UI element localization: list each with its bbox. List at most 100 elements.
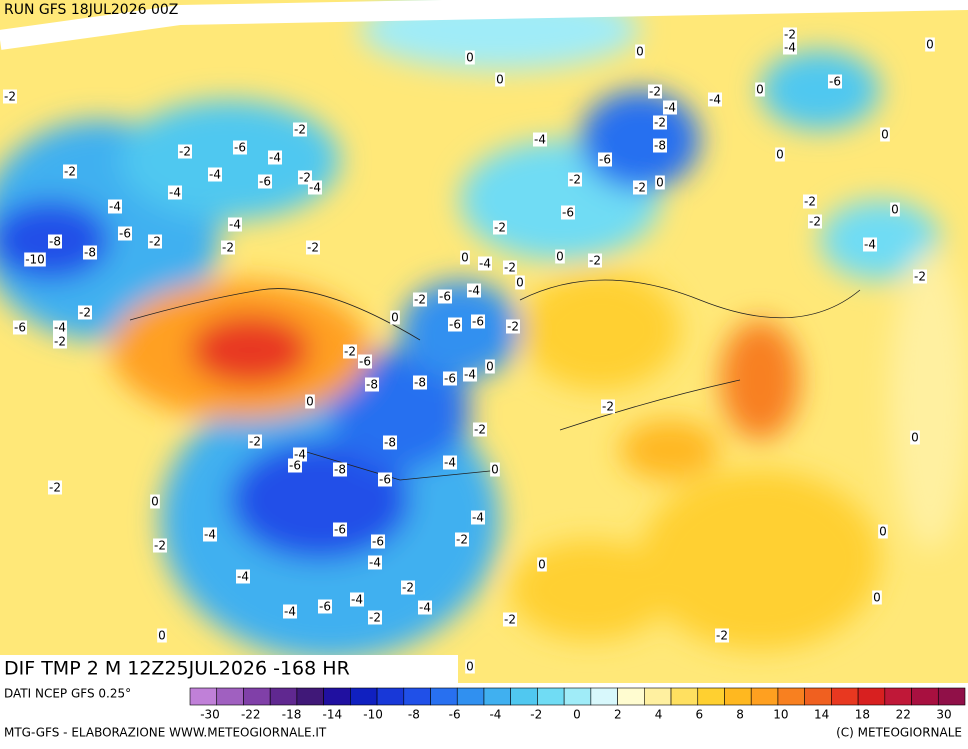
contour-label-bg — [463, 367, 477, 382]
legend-swatch — [617, 687, 645, 706]
legend-swatch — [804, 687, 832, 706]
contour-label-bg — [288, 458, 302, 473]
contour-label-bg — [863, 237, 877, 252]
contour-label: -2 — [54, 335, 66, 349]
contour-label-bg — [343, 344, 357, 359]
contour-label-bg — [48, 480, 62, 495]
contour-label-bg — [293, 447, 307, 462]
contour-label: -2 — [179, 145, 191, 159]
contour-label-bg — [601, 399, 615, 414]
legend-swatch — [911, 687, 939, 706]
contour-label: -2 — [369, 611, 381, 625]
contour-label: -4 — [351, 593, 363, 607]
contour-label: -2 — [307, 241, 319, 255]
contour-label-bg — [485, 359, 495, 374]
data-source: DATI NCEP GFS 0.25° — [4, 687, 131, 701]
contour-label-bg — [775, 147, 785, 162]
contour-label-bg — [708, 92, 722, 107]
contour-label-bg — [783, 40, 797, 55]
contour-label-bg — [653, 138, 667, 153]
legend-swatch — [243, 687, 271, 706]
contour-label-bg — [228, 217, 242, 232]
run-label: RUN GFS 18JUL2026 00Z — [4, 2, 178, 18]
contour-label: -2 — [222, 241, 234, 255]
contour-label: -2 — [494, 221, 506, 235]
contour-label-bg — [663, 100, 677, 115]
contour-label-bg — [471, 314, 485, 329]
contour-label: -2 — [602, 400, 614, 414]
legend-swatch — [590, 687, 618, 706]
legend-tick-label: -6 — [449, 708, 461, 722]
contour-label-bg — [503, 612, 517, 627]
contour-label: 0 — [486, 360, 494, 374]
contour-label: 0 — [496, 73, 504, 87]
contour-label: -8 — [334, 463, 346, 477]
legend-swatch — [697, 687, 725, 706]
contour-label-bg — [588, 253, 602, 268]
contour-label-bg — [648, 84, 662, 99]
legend-tick-label: -2 — [530, 708, 542, 722]
legend-tick-label: -14 — [323, 708, 343, 722]
contour-label: -8 — [654, 139, 666, 153]
contour-label: 0 — [151, 495, 159, 509]
legend-tick-label: -4 — [489, 708, 501, 722]
contour-label-bg — [633, 180, 647, 195]
contour-label: 0 — [491, 463, 499, 477]
contour-label-bg — [333, 462, 347, 477]
contour-label: -6 — [562, 206, 574, 220]
contour-label: 0 — [556, 250, 564, 264]
legend-swatch — [483, 687, 511, 706]
contour-label: -8 — [49, 235, 61, 249]
contour-label: 0 — [911, 431, 919, 445]
contour-label-bg — [371, 534, 385, 549]
contour-label: -4 — [709, 93, 721, 107]
contour-label: -4 — [269, 151, 281, 165]
contour-label: -4 — [309, 181, 321, 195]
contour-label: -6 — [379, 473, 391, 487]
contour-label: -8 — [366, 378, 378, 392]
contour-label: -4 — [204, 528, 216, 542]
contour-label: -2 — [402, 581, 414, 595]
contour-label-bg — [258, 174, 272, 189]
contour-label: -10 — [25, 253, 45, 267]
contour-label: -4 — [237, 570, 249, 584]
contour-label-bg — [455, 532, 469, 547]
contour-label-bg — [24, 252, 46, 267]
contour-label: -6 — [14, 321, 26, 335]
legend-swatch — [644, 687, 672, 706]
contour-label-bg — [383, 435, 397, 450]
contour-label: -2 — [414, 293, 426, 307]
contour-label: -2 — [569, 173, 581, 187]
contour-label: 0 — [636, 45, 644, 59]
contour-label-bg — [368, 610, 382, 625]
contour-label-bg — [48, 234, 62, 249]
legend-tick-label: 8 — [736, 708, 744, 722]
contour-label-bg — [465, 50, 475, 65]
contour-label: -6 — [234, 141, 246, 155]
contour-label-bg — [828, 74, 842, 89]
legend-tick-label: -10 — [363, 708, 383, 722]
contour-label: -4 — [294, 448, 306, 462]
legend-swatch — [563, 687, 592, 706]
contour-label-bg — [283, 604, 297, 619]
contour-label: -6 — [444, 372, 456, 386]
contour-label: -8 — [84, 246, 96, 260]
contour-label-bg — [555, 249, 565, 264]
contour-label-bg — [880, 127, 890, 142]
contour-label-bg — [418, 600, 432, 615]
legend-swatch — [510, 687, 538, 706]
contour-label: -2 — [504, 261, 516, 275]
legend-swatch — [777, 687, 805, 706]
contour-label-bg — [878, 524, 888, 539]
contour-label-bg — [493, 220, 507, 235]
contour-label: -4 — [664, 101, 676, 115]
contour-label: -6 — [372, 535, 384, 549]
contour-label: 0 — [466, 51, 474, 65]
legend-swatch — [323, 687, 351, 706]
contour-label-bg — [293, 122, 307, 137]
legend-swatch — [937, 687, 966, 706]
contour-label-bg — [378, 472, 392, 487]
contour-label-bg — [208, 167, 222, 182]
contour-label: -2 — [79, 306, 91, 320]
contour-label-bg — [443, 455, 457, 470]
